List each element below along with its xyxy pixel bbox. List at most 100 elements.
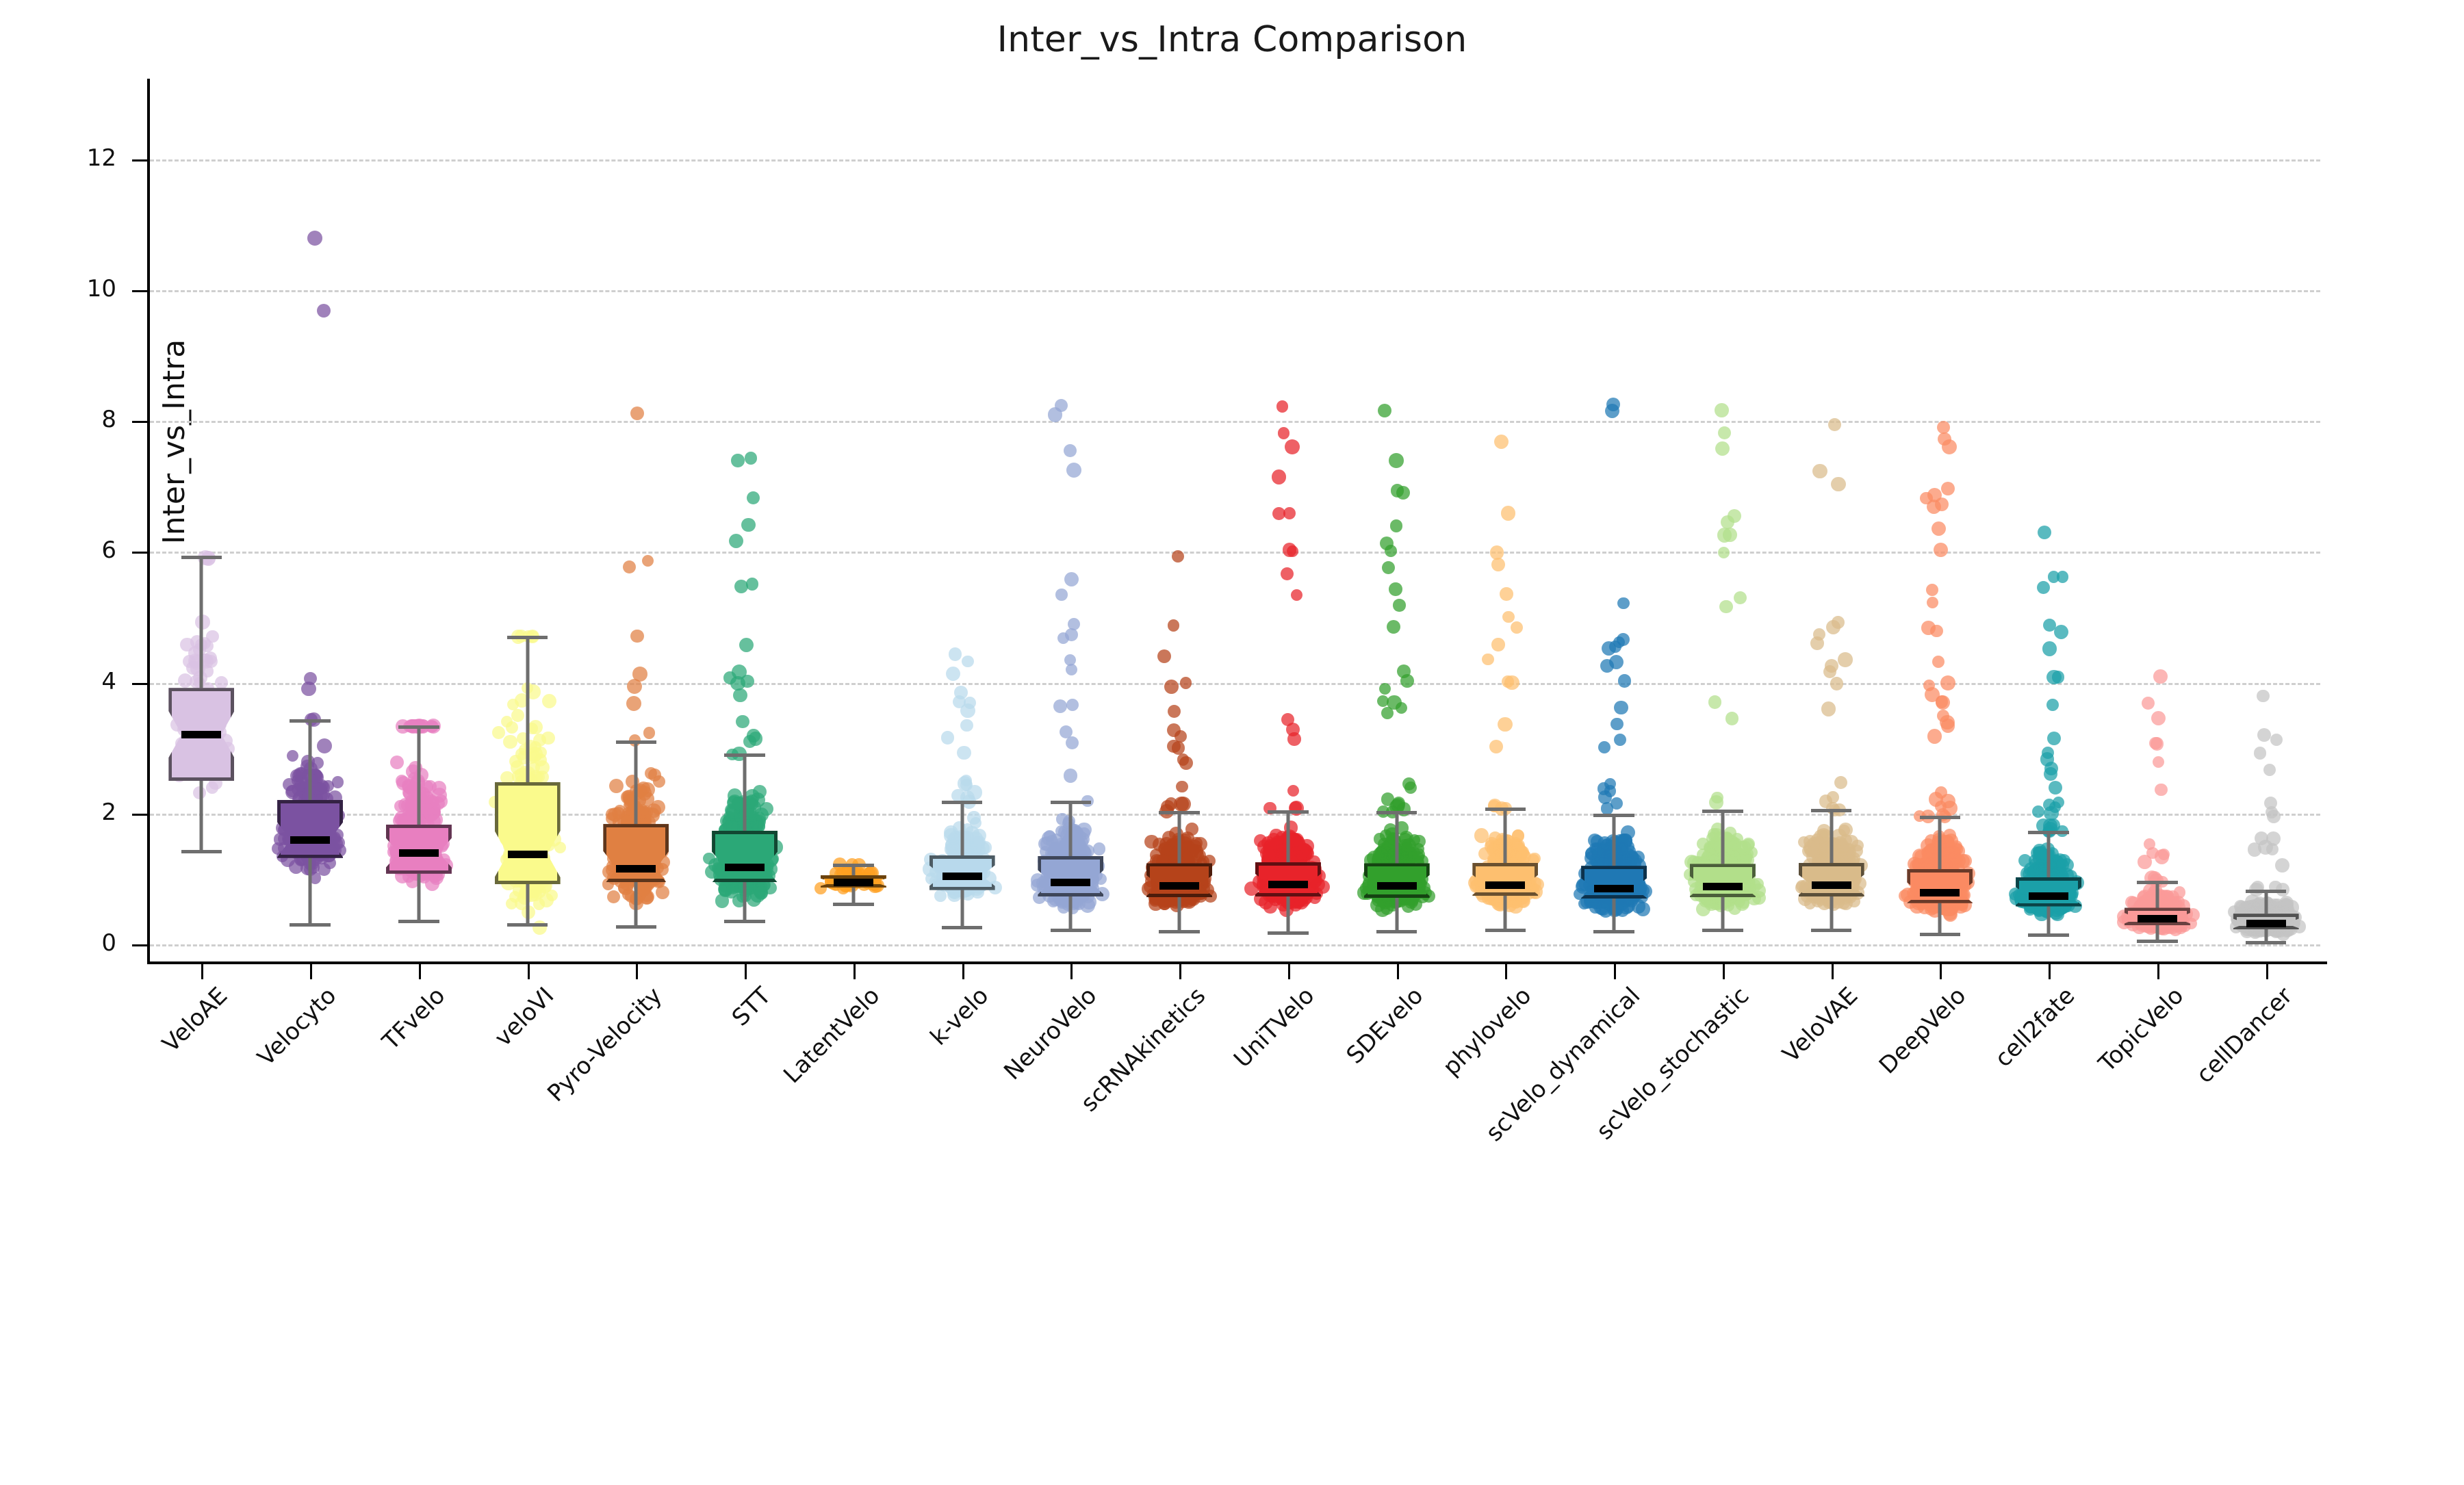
x-tick-label-neurovelo: NeuroVelo — [599, 982, 1102, 1485]
x-tick — [1723, 964, 1725, 979]
whisker-cap-upper — [2028, 831, 2069, 834]
box-iqr[interactable] — [1690, 864, 1756, 897]
x-tick-label-k-velo: k-velo — [491, 982, 994, 1485]
whisker-cap-upper — [181, 556, 222, 559]
box-iqr[interactable] — [1255, 862, 1321, 897]
x-tick — [636, 964, 638, 979]
x-tick-label-scvelo-dynamical: scVelo_dynamical — [1142, 982, 1645, 1485]
x-tick-label-topicvelo: TopicVelo — [1686, 982, 2189, 1485]
x-tick — [2157, 964, 2159, 979]
box-iqr[interactable] — [1364, 863, 1430, 898]
median-line — [290, 836, 330, 844]
whisker-cap-lower — [1702, 929, 1743, 932]
median-line — [725, 864, 765, 871]
box-iqr[interactable] — [1472, 863, 1538, 896]
whisker-cap-upper — [1485, 808, 1526, 811]
median-line — [1920, 889, 1960, 896]
median-line — [834, 879, 873, 886]
whisker-cap-lower — [2246, 941, 2287, 944]
box-iqr[interactable] — [2016, 877, 2081, 907]
box-iqr[interactable] — [1907, 869, 1973, 903]
x-tick — [2266, 964, 2268, 979]
median-line — [1159, 882, 1199, 890]
whisker-cap-lower — [724, 920, 765, 923]
x-tick — [1070, 964, 1073, 979]
y-tick — [132, 944, 147, 946]
median-line — [181, 731, 221, 738]
y-tick-label: 8 — [55, 406, 116, 433]
gridline — [150, 944, 2320, 946]
whisker-cap-upper — [1051, 801, 1092, 804]
chart-title: Inter_vs_Intra Comparison — [0, 19, 2464, 60]
x-tick — [1288, 964, 1290, 979]
whisker-cap-upper — [724, 753, 765, 757]
median-line — [616, 865, 656, 873]
box-iqr[interactable] — [1581, 866, 1647, 899]
gridline — [150, 159, 2320, 162]
x-tick-label-scvelo-stochastic: scVelo_stochastic — [1251, 982, 1754, 1485]
box-iqr[interactable] — [712, 831, 778, 883]
median-line — [1812, 881, 1851, 889]
x-tick — [201, 964, 203, 979]
x-tick — [1614, 964, 1616, 979]
box-iqr[interactable] — [1799, 863, 1864, 897]
whisker-cap-lower — [1593, 930, 1634, 933]
x-tick — [419, 964, 421, 979]
whisker-cap-lower — [1376, 930, 1417, 933]
y-tick-label: 6 — [55, 537, 116, 564]
whisker-cap-upper — [290, 719, 331, 723]
y-tick-label: 2 — [55, 799, 116, 826]
x-axis-spine — [147, 961, 2327, 964]
y-tick — [132, 683, 147, 685]
whisker-cap-upper — [2246, 890, 2287, 893]
box-iqr[interactable] — [1146, 863, 1212, 897]
box-iqr[interactable] — [603, 824, 669, 882]
whisker-cap-lower — [1268, 931, 1309, 935]
x-tick — [310, 964, 312, 979]
x-tick — [1179, 964, 1181, 979]
x-tick-label-unitvelo: UniTVelo — [817, 982, 1320, 1485]
median-line — [1594, 885, 1634, 892]
median-line — [942, 873, 982, 880]
whisker-cap-lower — [507, 923, 548, 927]
whisker-cap-upper — [2137, 881, 2178, 884]
gridline — [150, 421, 2320, 423]
y-tick — [132, 159, 147, 162]
y-axis-spine — [147, 79, 150, 961]
box-iqr[interactable] — [277, 800, 343, 858]
whisker-cap-upper — [616, 740, 657, 744]
whisker-cap-lower — [1051, 929, 1092, 932]
whisker-cap-upper — [1920, 816, 1961, 819]
x-tick-label-pyro-velocity: Pyro-Velocity — [164, 982, 667, 1485]
x-tick-label-phylovelo: phylovelo — [1034, 982, 1537, 1485]
x-tick — [962, 964, 964, 979]
x-tick-label-cell2fate: cell2fate — [1577, 982, 2080, 1485]
whisker-cap-lower — [833, 903, 874, 906]
whisker-cap-lower — [616, 925, 657, 929]
x-tick — [854, 964, 856, 979]
box-iqr[interactable] — [495, 782, 561, 884]
whisker-cap-lower — [398, 920, 439, 923]
median-line — [508, 851, 548, 858]
whisker-cap-upper — [1159, 811, 1200, 814]
x-tick-label-celldancer: cellDancer — [1795, 982, 2298, 1485]
figure-canvas: Inter_vs_Intra Comparison Inter_vs_Intra… — [0, 0, 2464, 1232]
whisker-cap-lower — [1811, 929, 1852, 932]
median-line — [2029, 892, 2068, 900]
y-tick — [132, 290, 147, 292]
whisker-line — [417, 727, 420, 921]
x-tick — [1832, 964, 1834, 979]
whisker-cap-upper — [833, 864, 874, 867]
x-tick — [1397, 964, 1399, 979]
x-tick-label-stt: STT — [273, 982, 776, 1485]
whisker-cap-lower — [1485, 929, 1526, 932]
whisker-cap-upper — [1811, 809, 1852, 812]
y-axis-label: Inter_vs_Intra — [157, 339, 192, 544]
whisker-cap-upper — [1702, 810, 1743, 813]
x-tick-label-velovi: veloVI — [56, 982, 559, 1485]
median-line — [2246, 920, 2286, 927]
box-iqr[interactable] — [1038, 856, 1103, 896]
median-line — [399, 849, 439, 857]
x-tick — [1505, 964, 1507, 979]
y-tick — [132, 552, 147, 554]
